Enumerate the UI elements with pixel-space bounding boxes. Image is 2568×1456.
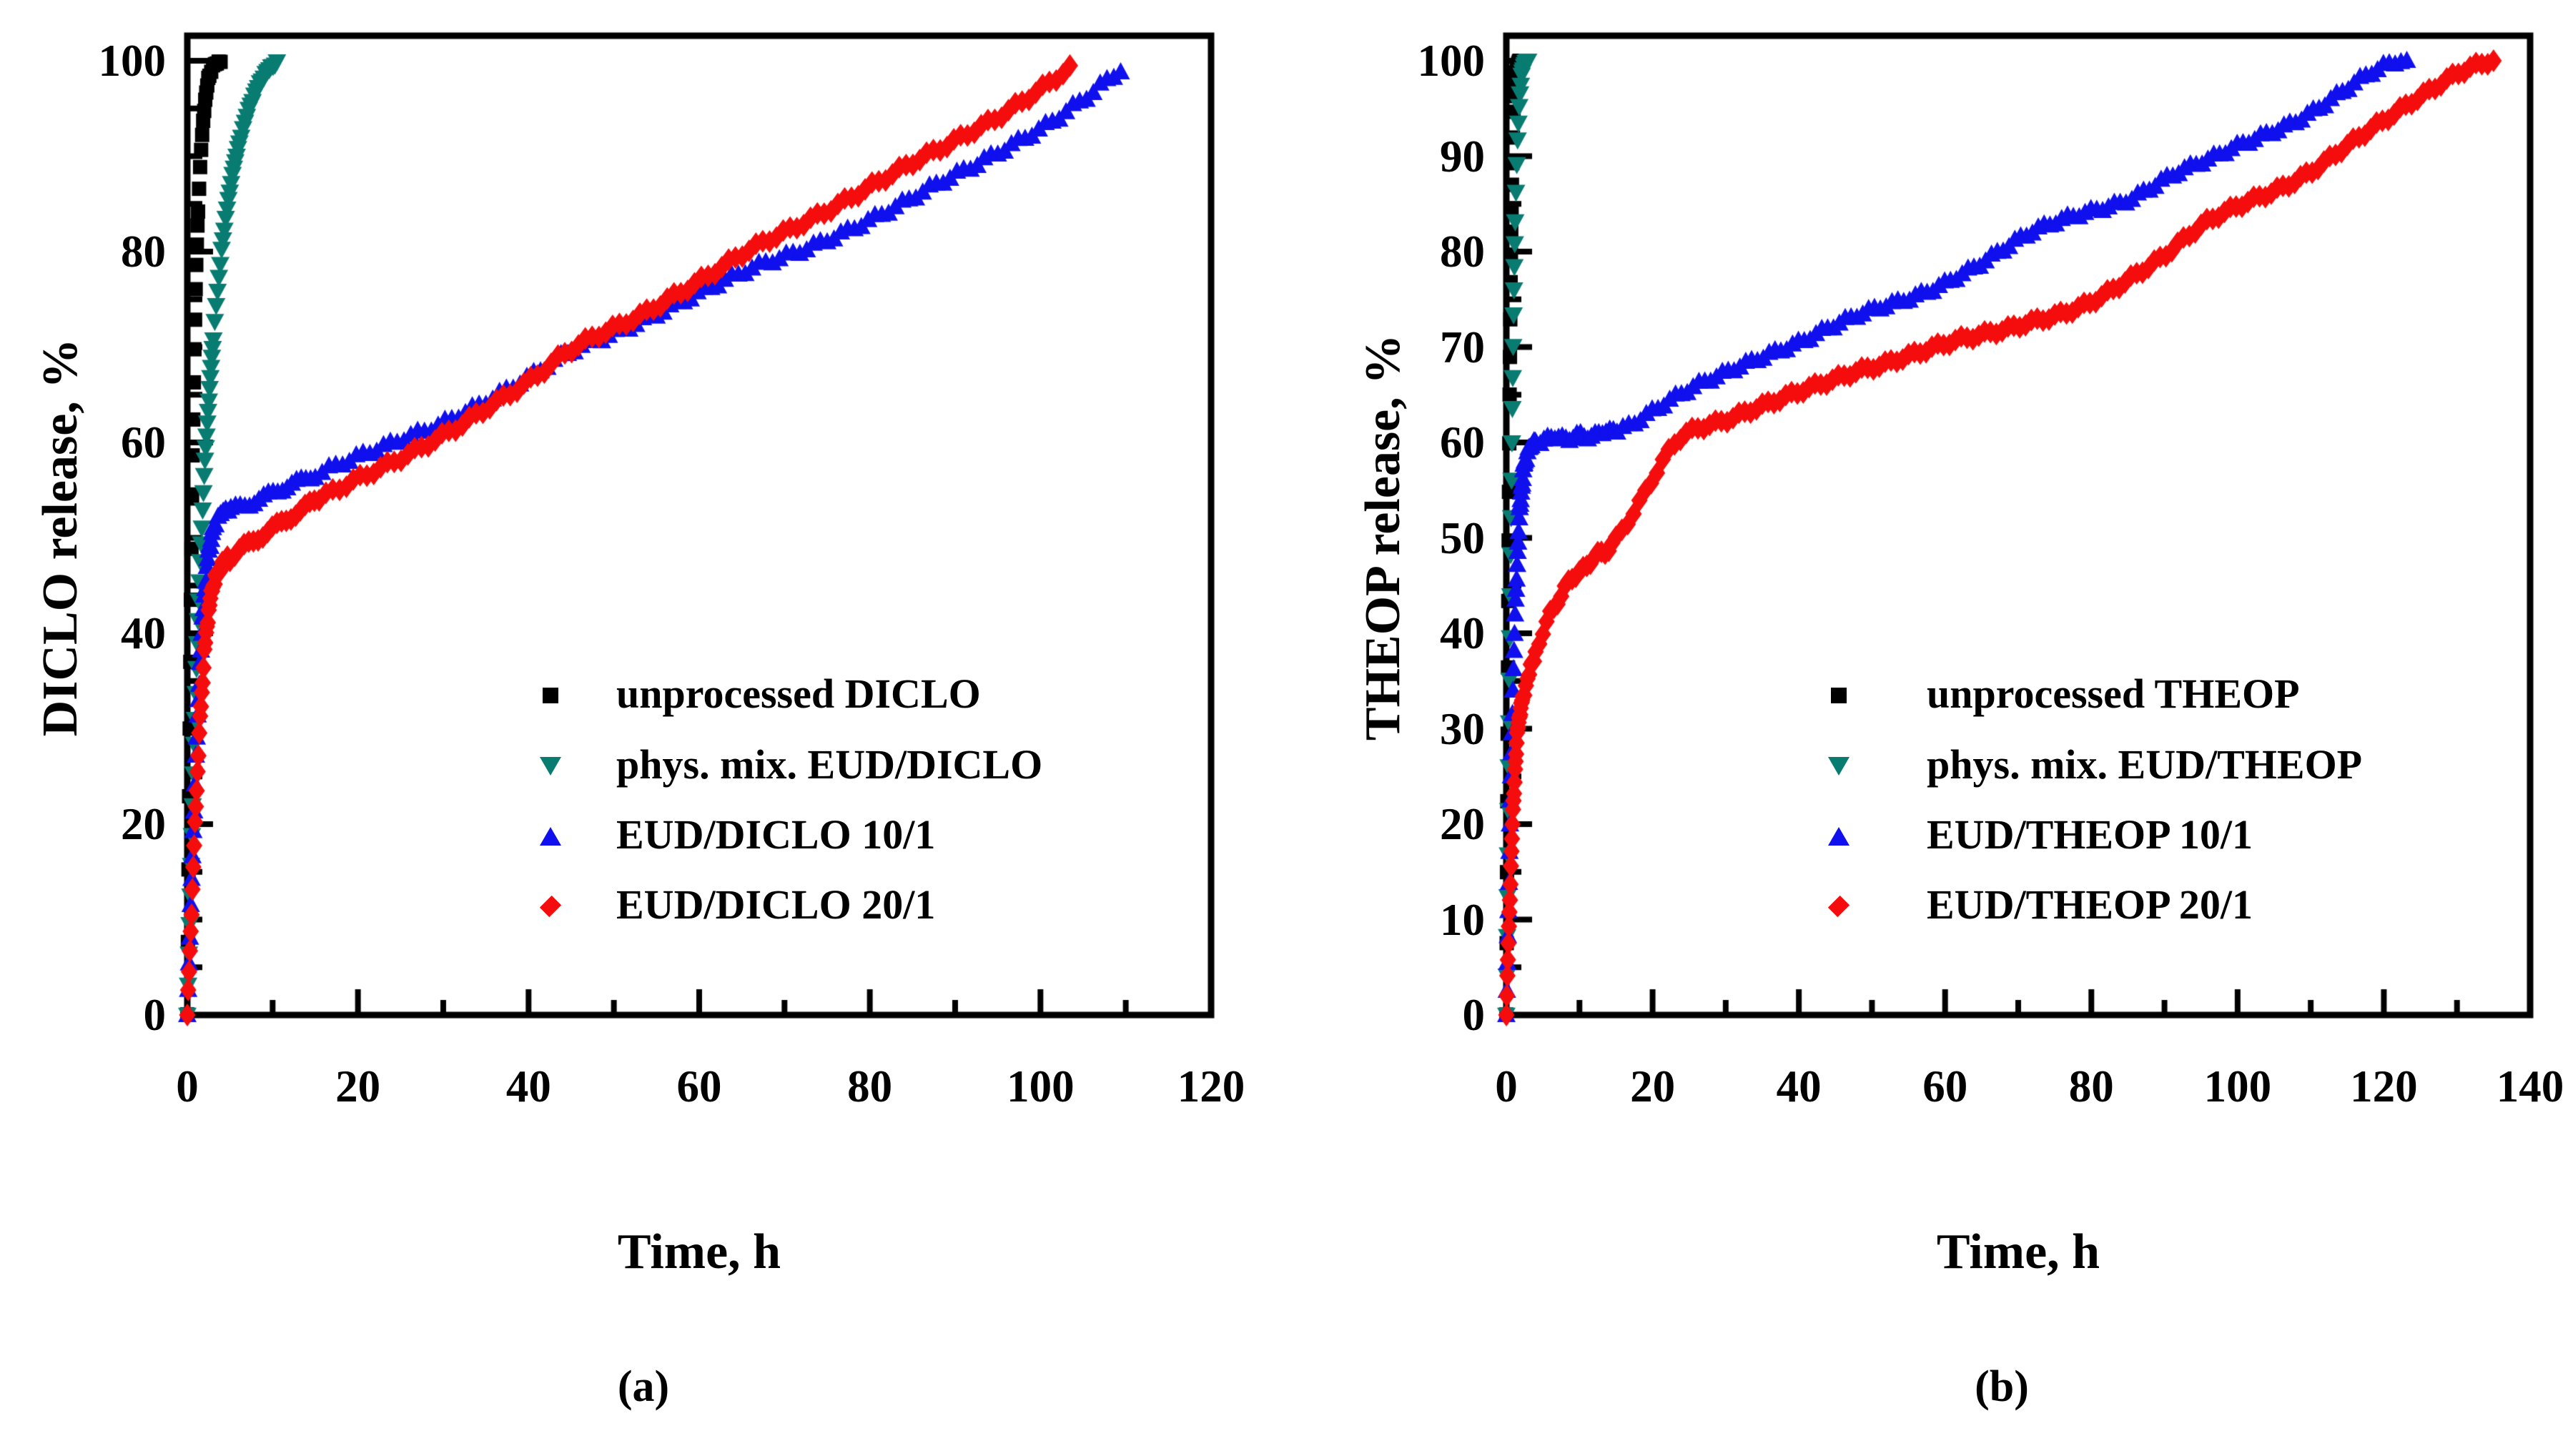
x-tick-label: 0 xyxy=(176,1061,199,1111)
triangle-down-marker-icon xyxy=(1828,757,1850,776)
x-tick-label: 80 xyxy=(2068,1061,2114,1111)
square-marker-icon xyxy=(1831,688,1847,703)
triangle-up-marker-icon xyxy=(1828,827,1850,846)
legend-label: EUD/DICLO 20/1 xyxy=(616,881,936,928)
y-tick-label: 10 xyxy=(1440,894,1485,945)
y-tick-label: 100 xyxy=(1417,36,1486,86)
x-tick-label: 40 xyxy=(1776,1061,1822,1111)
x-tick-label: 20 xyxy=(335,1061,381,1111)
y-tick-label: 100 xyxy=(98,36,167,86)
x-tick-label: 40 xyxy=(505,1061,551,1111)
x-tick-label: 60 xyxy=(1922,1061,1968,1111)
y-tick-label: 0 xyxy=(143,990,167,1040)
legend-label: EUD/THEOP 20/1 xyxy=(1927,881,2253,928)
legend-label: phys. mix. EUD/DICLO xyxy=(616,741,1043,788)
x-tick-label: 120 xyxy=(2350,1061,2418,1111)
y-tick-label: 90 xyxy=(1440,131,1485,182)
triangle-down-marker-icon xyxy=(540,757,561,776)
y-tick-label: 60 xyxy=(1440,417,1485,467)
y-tick-label: 80 xyxy=(1440,227,1485,277)
legend-label: unprocessed DICLO xyxy=(616,670,981,717)
y-tick-label: 50 xyxy=(1440,512,1485,563)
triangle-up-marker-icon xyxy=(540,827,561,846)
y-tick-label: 30 xyxy=(1440,703,1485,754)
x-tick-label: 100 xyxy=(2203,1061,2272,1111)
y-tick-label: 40 xyxy=(121,608,166,658)
legend-label: phys. mix. EUD/THEOP xyxy=(1927,741,2363,788)
legend-label: unprocessed THEOP xyxy=(1927,670,2300,717)
caption-a: (a) xyxy=(617,1362,670,1411)
y-tick-label: 20 xyxy=(121,799,166,849)
y-tick-label: 20 xyxy=(1440,799,1485,849)
x-tick-label: 0 xyxy=(1495,1061,1518,1111)
y-tick-label: 60 xyxy=(121,417,166,467)
y-tick-label: 40 xyxy=(1440,608,1485,658)
x-tick-label: 80 xyxy=(847,1061,893,1111)
x-tick-label: 60 xyxy=(676,1061,722,1111)
legend-label: EUD/THEOP 10/1 xyxy=(1927,811,2253,858)
y-axis-label-a: DICLO release, % xyxy=(33,338,88,737)
caption-b: (b) xyxy=(1975,1362,2029,1411)
x-tick-label: 140 xyxy=(2496,1061,2564,1111)
x-axis-label-b: Time, h xyxy=(1936,1224,2100,1279)
x-tick-label: 20 xyxy=(1630,1061,1676,1111)
y-tick-label: 80 xyxy=(121,227,166,277)
legend-label: EUD/DICLO 10/1 xyxy=(616,811,936,858)
x-tick-label: 100 xyxy=(1007,1061,1075,1111)
square-marker-icon xyxy=(543,688,558,703)
y-tick-label: 70 xyxy=(1440,322,1485,372)
x-axis-label-a: Time, h xyxy=(617,1224,781,1279)
y-tick-label: 0 xyxy=(1462,990,1486,1040)
x-tick-label: 120 xyxy=(1177,1061,1245,1111)
